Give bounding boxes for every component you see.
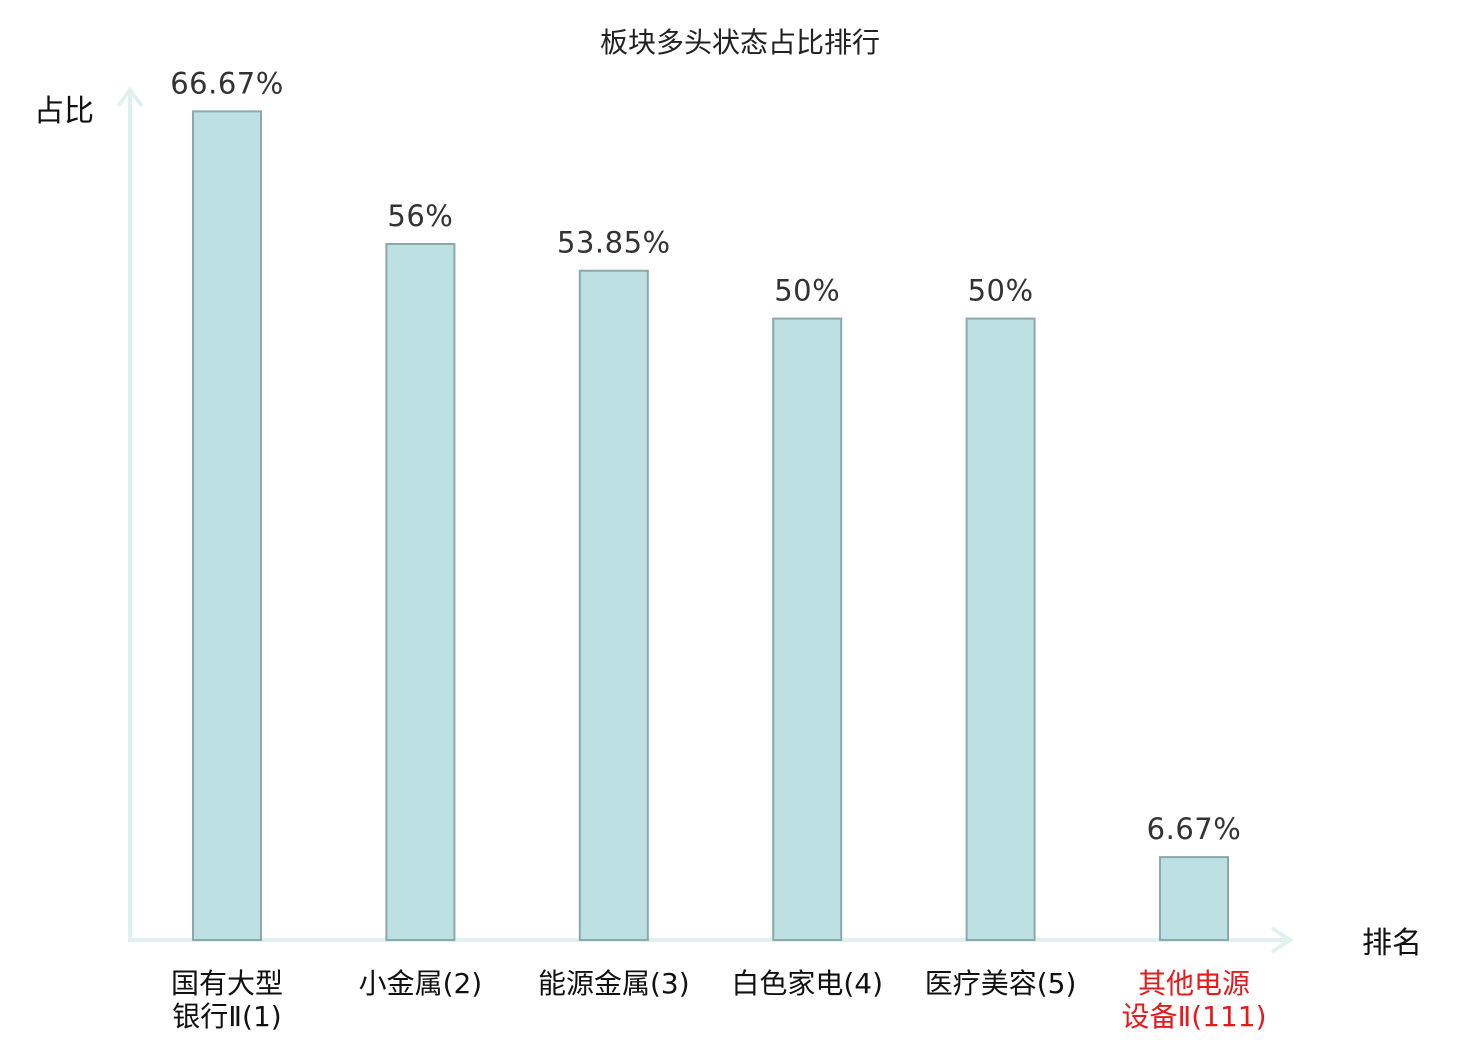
value-label-3: 53.85% [557,226,671,260]
x-axis-title: 排名 [1362,926,1422,961]
bar-6 [1159,856,1229,942]
category-label-6: 其他电源设备Ⅱ(111) [1121,967,1266,1033]
value-label-2: 56% [387,199,453,233]
axes [116,86,1294,954]
value-label-5: 50% [968,274,1034,308]
category-label-3: 能源金属(3) [538,967,690,1000]
bar-3 [578,269,649,941]
category-label-2: 小金属(2) [359,967,483,1000]
y-axis-arrow [116,86,144,108]
category-label-5: 医疗美容(5) [925,967,1077,1000]
value-labels-group: 66.67% 56% 53.85% 50% 50% 6.67% [170,66,1241,846]
value-label-6: 6.67% [1147,812,1242,846]
x-axis-arrow [1270,926,1294,954]
bar-2 [385,243,456,941]
chart-title: 板块多头状态占比排行 [600,26,880,59]
bars-group [192,110,1229,942]
y-axis-title: 占比 [34,94,94,129]
bar-1 [192,110,262,941]
value-label-4: 50% [774,274,840,308]
bar-4 [772,317,843,942]
category-label-4: 白色家电(4) [731,967,883,1000]
bar-5 [965,317,1036,942]
category-label-1: 国有大型银行Ⅱ(1) [171,967,283,1033]
category-labels-group: 国有大型银行Ⅱ(1) 小金属(2) 能源金属(3) 白色家电(4) 医疗美容(5) 其他电… [171,967,1267,1033]
value-label-1: 66.67% [170,66,284,100]
